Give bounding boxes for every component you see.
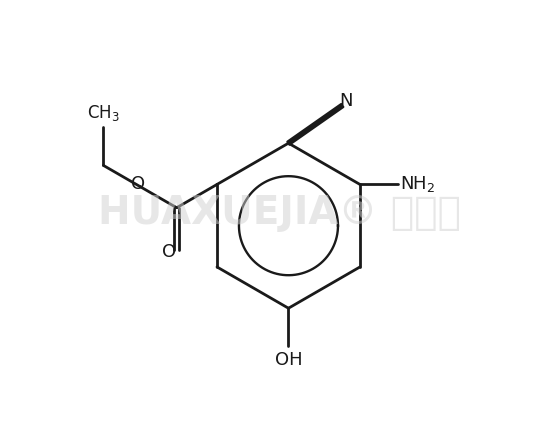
Text: OH: OH [274,351,302,368]
Text: HUAXUEJIA® 化学加: HUAXUEJIA® 化学加 [99,194,461,232]
Text: O: O [162,243,176,261]
Text: NH$_2$: NH$_2$ [400,174,436,194]
Text: O: O [131,176,145,193]
Text: N: N [340,92,353,110]
Text: CH$_3$: CH$_3$ [87,103,120,123]
